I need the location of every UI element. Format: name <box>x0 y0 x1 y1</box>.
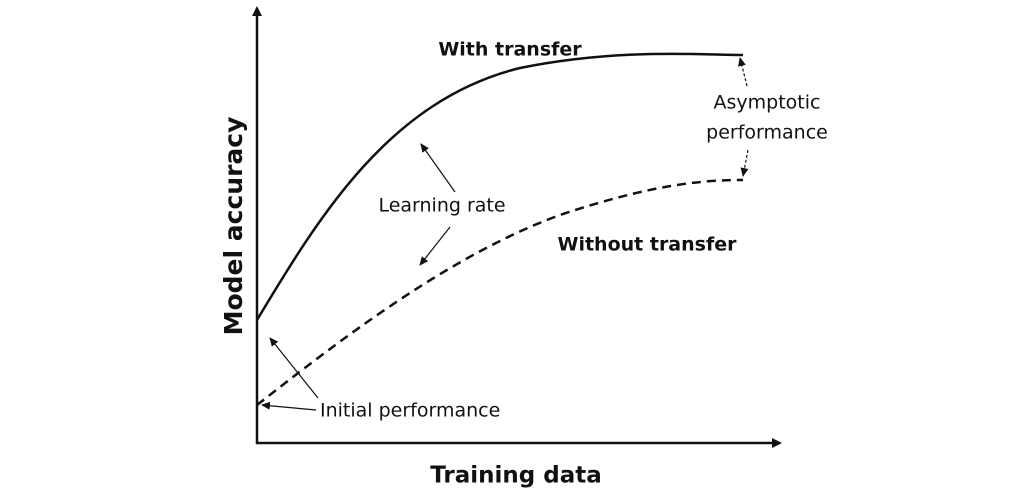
x-axis-label: Training data <box>430 463 602 489</box>
without-transfer-curve <box>256 178 744 406</box>
learning-rate-arrow <box>419 226 451 266</box>
annotation: performance <box>706 122 828 144</box>
learning-rate-arrow <box>420 143 456 193</box>
annotation: Asymptotic <box>714 92 821 114</box>
annotation: Initial performance <box>320 400 500 422</box>
annotation: Learning rate <box>378 195 505 217</box>
initial-performance-arrow <box>269 337 319 399</box>
curve-label: Without transfer <box>558 234 738 256</box>
y-axis-label: Model accuracy <box>219 117 248 336</box>
asymptotic-arrow <box>740 149 749 177</box>
initial-performance-arrow <box>261 401 317 411</box>
asymptotic-arrow <box>738 57 748 87</box>
with-transfer-curve <box>255 52 744 321</box>
curve-label: With transfer <box>438 39 582 61</box>
